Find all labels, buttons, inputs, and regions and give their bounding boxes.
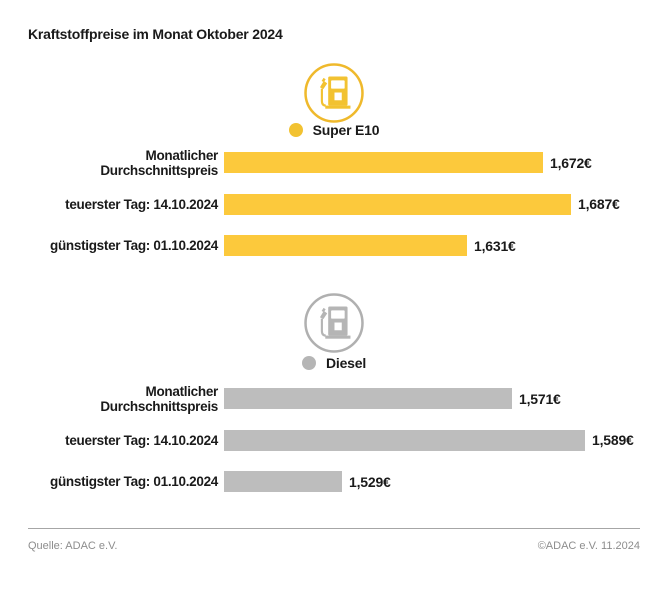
bar-category-label: günstigster Tag: 01.10.2024 xyxy=(50,474,218,489)
legend-dot-diesel-icon xyxy=(301,356,316,370)
footer-source: Quelle: ADAC e.V. xyxy=(28,540,118,552)
legend-label-super: Super E10 xyxy=(312,122,380,138)
bar-category-label: Monatlicher Durchschnittspreis xyxy=(100,383,218,414)
bar-category-label: günstigster Tag: 01.10.2024 xyxy=(50,238,218,253)
bar-super-average xyxy=(224,152,543,173)
bar-diesel-min xyxy=(224,471,342,492)
page-title: Kraftstoffpreise im Monat Oktober 2024 xyxy=(28,26,283,42)
bar-category-label: teuerster Tag: 14.10.2024 xyxy=(65,432,218,448)
bar-super-max xyxy=(224,193,571,215)
bar-row: günstigster Tag: 01.10.2024 1,529€ xyxy=(28,471,668,492)
bar-row: teuerster Tag: 14.10.2024 1,589€ xyxy=(28,429,668,451)
bar-category-label: teuerster Tag: 14.10.2024 xyxy=(65,196,218,212)
bar-group-super: Monatlicher Durchschnittspreis 1,672€ te… xyxy=(28,148,668,277)
bar-value-label: 1,571€ xyxy=(519,390,561,407)
bar-group-diesel: Monatlicher Durchschnittspreis 1,571€ te… xyxy=(28,384,668,513)
fuel-pump-icon-super xyxy=(0,62,668,124)
bar-row: günstigster Tag: 01.10.2024 1,631€ xyxy=(28,235,668,256)
bar-diesel-max xyxy=(224,429,585,451)
footer-divider xyxy=(28,528,640,529)
bar-value-label: 1,529€ xyxy=(349,473,391,490)
bar-super-min xyxy=(224,235,467,256)
footer-copyright: ©ADAC e.V. 11.2024 xyxy=(537,540,640,552)
legend-super-e10: Super E10 xyxy=(0,121,668,139)
legend-label-diesel: Diesel xyxy=(325,355,367,371)
legend-dot-super-icon xyxy=(288,123,303,137)
bar-row: Monatlicher Durchschnittspreis 1,571€ xyxy=(28,384,668,414)
fuel-pump-icon-diesel xyxy=(0,292,668,354)
bar-value-label: 1,589€ xyxy=(592,432,634,448)
bar-diesel-average xyxy=(224,388,512,409)
legend-diesel: Diesel xyxy=(0,354,668,372)
bar-row: Monatlicher Durchschnittspreis 1,672€ xyxy=(28,148,668,178)
bar-row: teuerster Tag: 14.10.2024 1,687€ xyxy=(28,193,668,215)
bar-category-label: Monatlicher Durchschnittspreis xyxy=(100,147,218,178)
bar-value-label: 1,631€ xyxy=(474,237,516,254)
bar-value-label: 1,672€ xyxy=(550,154,592,171)
bar-value-label: 1,687€ xyxy=(578,196,620,212)
